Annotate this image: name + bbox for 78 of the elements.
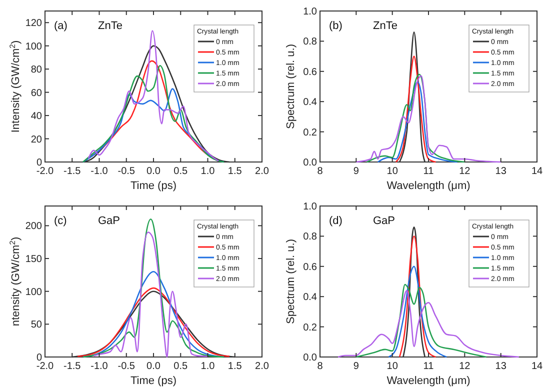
x-tick-label: -2.0	[36, 361, 54, 372]
annotation: GaP	[98, 215, 120, 227]
line-series	[356, 284, 488, 358]
line-series	[93, 232, 208, 358]
line-series	[356, 75, 502, 163]
y-tick-label: 0.2	[303, 127, 318, 138]
y-tick-label: 0.6	[303, 262, 318, 273]
y-tick-label: 0	[36, 352, 42, 364]
y-tick-label: 50	[30, 320, 42, 331]
x-tick-label: 2.0	[255, 361, 270, 372]
x-tick-label: 8	[317, 361, 324, 372]
x-tick-label: 13	[495, 166, 507, 177]
line-series	[398, 236, 436, 358]
x-tick-label: 14	[531, 361, 543, 372]
y-tick-label: 0.0	[303, 158, 318, 168]
y-tick-label: 60	[30, 88, 42, 99]
line-series	[337, 290, 520, 358]
line-series	[388, 266, 448, 358]
x-axis-title: Wavelength (μm)	[386, 180, 470, 192]
annotation: (b)	[329, 20, 342, 32]
annotation: GaP	[373, 215, 396, 227]
x-tick-label: 1.0	[200, 166, 216, 177]
y-tick-label: 20	[30, 134, 42, 146]
x-tick-label: 11	[423, 361, 434, 372]
x-axis-title: Wavelength (μm)	[386, 375, 470, 387]
y-tick-label: 0.4	[303, 292, 318, 304]
annotation: ZnTe	[98, 20, 122, 32]
y-tick-label: 200	[25, 221, 42, 232]
x-tick-label: 11	[423, 166, 434, 177]
x-tick-label: 0.0	[146, 166, 161, 177]
y-tick-label: 0.8	[303, 232, 318, 243]
x-tick-label: 8	[317, 166, 324, 177]
x-tick-label: -1.0	[90, 166, 108, 177]
y-tick-label: 0.4	[303, 97, 318, 108]
x-tick-label: -1.0	[90, 361, 108, 372]
x-tick-label: -2.0	[36, 166, 54, 177]
x-tick-label: 0.0	[146, 361, 161, 372]
x-tick-label: 1.5	[228, 166, 242, 177]
x-tick-label: 9	[353, 361, 360, 372]
line-series	[377, 81, 458, 163]
y-tick-label: 120	[25, 18, 42, 30]
x-tick-label: 0.5	[174, 361, 188, 372]
x-tick-label: -1.5	[64, 166, 82, 177]
y-tick-label: 100	[25, 286, 42, 298]
x-tick-label: 13	[495, 361, 507, 372]
y-tick-label: 100	[25, 41, 42, 52]
x-tick-label: 0.5	[174, 166, 188, 177]
x-axis-title: Time (ps)	[130, 375, 177, 387]
y-tick-label: 0.0	[303, 352, 318, 364]
line-series	[395, 56, 436, 163]
annotation: (c)	[54, 215, 67, 227]
annotation: (d)	[329, 215, 342, 227]
x-tick-label: 12	[459, 361, 471, 372]
y-tick-label: 0.6	[303, 66, 318, 78]
y-tick-label: 150	[25, 254, 42, 266]
x-axis-title: Time (ps)	[130, 180, 177, 192]
y-tick-label: 80	[30, 64, 42, 76]
x-tick-label: 9	[353, 166, 360, 177]
x-tick-label: 10	[386, 166, 398, 177]
x-tick-label: 12	[459, 166, 471, 177]
x-tick-label: 1.5	[228, 361, 242, 372]
y-tick-label: 0.8	[303, 36, 318, 48]
x-tick-label: -0.5	[118, 166, 136, 177]
y-tick-label: 1.0	[303, 6, 318, 18]
y-tick-label: 0	[36, 158, 42, 168]
y-tick-label: 1.0	[303, 202, 318, 212]
y-axis-title: Spectrum (rel. u.)	[285, 239, 297, 324]
x-tick-label: 1.0	[200, 361, 216, 372]
x-tick-label: 14	[531, 166, 543, 177]
x-tick-label: 10	[386, 361, 398, 372]
x-tick-label: -0.5	[118, 361, 136, 372]
y-tick-label: 0.2	[303, 322, 318, 334]
y-tick-label: 40	[30, 111, 42, 122]
annotation: (a)	[54, 20, 68, 32]
x-tick-label: -1.5	[64, 361, 82, 372]
y-axis-title: Spectrum (rel. u.)	[285, 44, 297, 129]
annotation: ZnTe	[373, 20, 398, 32]
x-tick-label: 2.0	[255, 166, 270, 177]
